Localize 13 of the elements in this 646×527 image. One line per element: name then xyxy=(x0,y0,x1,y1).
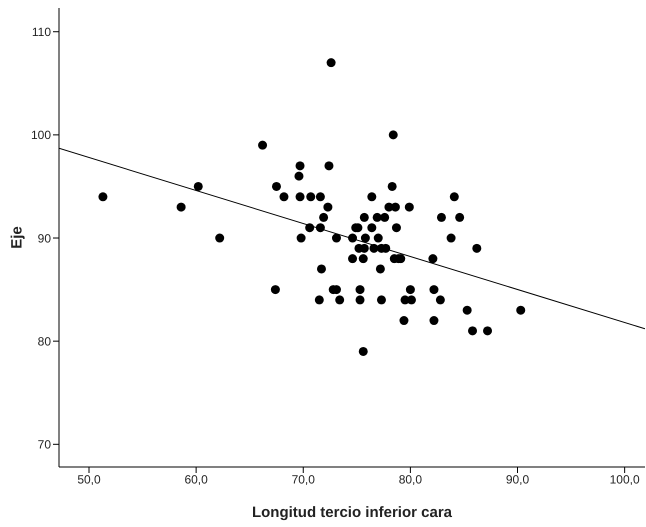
x-tick-label: 90,0 xyxy=(506,472,530,487)
x-axis-title: Longitud tercio inferior cara xyxy=(252,504,453,521)
x-tick-label: 100,0 xyxy=(610,472,640,487)
y-tick-label: 110 xyxy=(32,24,52,39)
x-tick-label: 60,0 xyxy=(184,472,208,487)
y-tick-label: 70 xyxy=(38,438,52,452)
y-tick-label: 80 xyxy=(38,334,52,348)
x-tick-label: 50,0 xyxy=(77,472,101,487)
y-tick-label: 100 xyxy=(30,128,52,142)
y-tick-label: 90 xyxy=(38,231,52,246)
y-axis-title: Eje xyxy=(8,226,26,249)
x-tick-label: 70,0 xyxy=(292,472,316,487)
x-tick-label: 80,0 xyxy=(398,472,422,487)
